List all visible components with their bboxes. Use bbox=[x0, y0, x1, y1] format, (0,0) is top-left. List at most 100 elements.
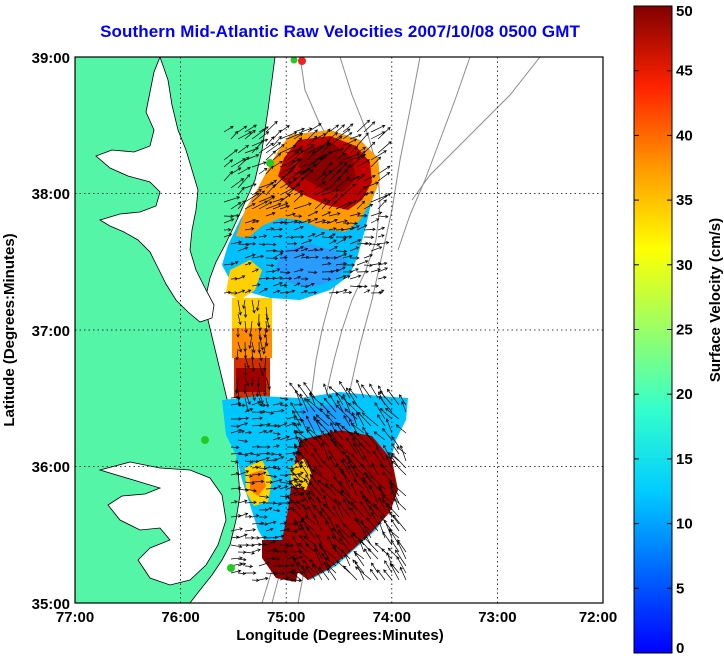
velocity-vector bbox=[346, 455, 358, 469]
velocity-vector bbox=[230, 460, 239, 464]
velocity-vector bbox=[279, 131, 298, 140]
velocity-vector bbox=[300, 164, 317, 175]
velocity-vector bbox=[258, 429, 268, 434]
velocity-vector bbox=[293, 471, 304, 476]
velocity-vector bbox=[335, 177, 350, 189]
velocity-vector bbox=[279, 549, 288, 554]
velocity-vector bbox=[265, 202, 282, 210]
velocity-vector bbox=[335, 404, 351, 420]
velocity-vector bbox=[349, 246, 360, 252]
velocity-vector bbox=[306, 526, 316, 539]
y-tick-label: 35:00 bbox=[32, 596, 70, 613]
colorbar-scale bbox=[633, 5, 673, 654]
velocity-vector bbox=[237, 313, 242, 326]
velocity-vector bbox=[272, 234, 283, 239]
velocity-vector bbox=[293, 202, 312, 210]
velocity-vector bbox=[342, 138, 358, 147]
velocity-vector bbox=[293, 422, 302, 434]
velocity-vector bbox=[223, 159, 234, 168]
velocity-vector bbox=[244, 571, 257, 575]
velocity-vector bbox=[342, 132, 353, 140]
velocity-vector bbox=[294, 389, 302, 406]
velocity-vector bbox=[325, 482, 337, 497]
velocity-vector bbox=[258, 445, 271, 449]
velocity-vector bbox=[353, 442, 365, 462]
velocity-vector bbox=[230, 130, 239, 140]
velocity-vector bbox=[325, 520, 337, 539]
velocity-vector bbox=[353, 550, 365, 560]
velocity-vector bbox=[356, 150, 366, 161]
velocity-vector bbox=[350, 432, 365, 448]
velocity-vector bbox=[272, 534, 285, 539]
colorbar-tick-label: 20 bbox=[676, 386, 693, 403]
velocity-vector bbox=[272, 202, 289, 210]
velocity-vector bbox=[265, 429, 274, 434]
velocity-vector bbox=[308, 393, 323, 406]
velocity-vector bbox=[230, 424, 241, 428]
velocity-vector bbox=[272, 444, 280, 448]
velocity-vector bbox=[265, 411, 275, 415]
velocity-vector bbox=[377, 126, 391, 140]
velocity-vector bbox=[258, 471, 267, 476]
velocity-vector bbox=[360, 519, 372, 539]
velocity-vector bbox=[230, 158, 246, 168]
velocity-vector bbox=[286, 235, 295, 240]
velocity-vector bbox=[300, 218, 312, 224]
velocity-vector bbox=[237, 144, 250, 154]
velocity-vector bbox=[286, 458, 294, 462]
velocity-vector bbox=[356, 214, 368, 218]
velocity-vector bbox=[272, 432, 281, 436]
velocity-vector bbox=[223, 290, 232, 295]
velocity-vector bbox=[342, 235, 353, 239]
velocity-vector bbox=[359, 500, 372, 518]
velocity-vector bbox=[360, 463, 372, 476]
velocity-vector bbox=[244, 390, 251, 406]
velocity-vector bbox=[272, 508, 281, 513]
velocity-vector bbox=[328, 176, 342, 189]
velocity-vector bbox=[329, 429, 337, 441]
velocity-vector bbox=[295, 500, 309, 511]
velocity-vector bbox=[297, 383, 309, 399]
velocity-vector bbox=[286, 151, 300, 161]
velocity-vector bbox=[377, 241, 390, 245]
velocity-vector bbox=[397, 541, 407, 560]
velocity-vector bbox=[258, 495, 270, 499]
velocity-vector bbox=[321, 170, 332, 182]
velocity-vector bbox=[251, 341, 256, 354]
velocity-vector bbox=[337, 529, 351, 546]
velocity-vector bbox=[293, 170, 307, 182]
velocity-vector bbox=[237, 131, 253, 140]
velocity-vector bbox=[328, 169, 342, 182]
velocity-vector bbox=[272, 282, 283, 287]
velocity-vector bbox=[335, 169, 348, 182]
velocity-vector bbox=[300, 160, 317, 168]
velocity-vector bbox=[258, 390, 264, 405]
velocity-vector bbox=[295, 430, 309, 441]
velocity-vector bbox=[300, 518, 316, 532]
velocity-vector bbox=[304, 515, 316, 525]
velocity-vector bbox=[255, 383, 260, 398]
velocity-vector bbox=[374, 402, 386, 420]
velocity-vector bbox=[299, 393, 309, 413]
velocity-vector bbox=[293, 443, 302, 455]
velocity-vector bbox=[272, 466, 282, 471]
chesapeake-bay bbox=[95, 57, 215, 323]
velocity-vector bbox=[377, 267, 389, 273]
velocity-vector bbox=[370, 218, 380, 224]
velocity-vector bbox=[328, 386, 344, 399]
velocity-vector bbox=[305, 543, 316, 553]
velocity-vector bbox=[272, 220, 285, 225]
velocity-vector bbox=[377, 226, 386, 231]
velocity-vector bbox=[279, 205, 291, 210]
velocity-vector bbox=[265, 136, 275, 147]
velocity-vector bbox=[251, 578, 260, 582]
velocity-vector bbox=[272, 571, 286, 576]
velocity-vector bbox=[355, 379, 365, 399]
velocity-vector bbox=[361, 412, 379, 427]
velocity-vector bbox=[321, 220, 331, 225]
velocity-vector bbox=[293, 557, 302, 574]
velocity-vector bbox=[258, 334, 264, 351]
velocity-vector bbox=[258, 410, 267, 414]
velocity-vector bbox=[265, 179, 277, 189]
velocity-vector bbox=[342, 200, 357, 210]
